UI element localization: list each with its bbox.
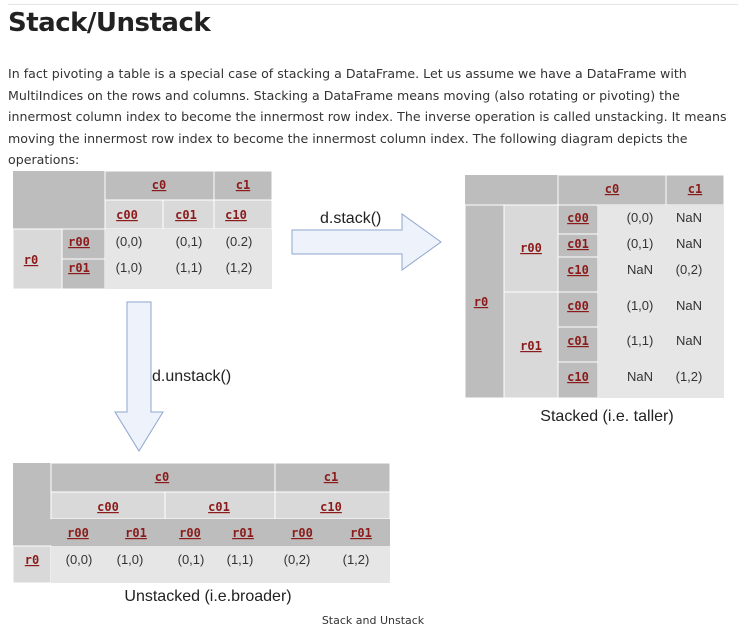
top-divider <box>8 4 738 5</box>
uns-cell: (1,0) <box>117 552 144 567</box>
uns-cell: (0,0) <box>66 552 93 567</box>
orig-cell: (0,1) <box>176 234 203 249</box>
original-table: c0 c1 c00 c01 c10 r0 r00 r01 (0,0) (0,1)… <box>12 170 273 290</box>
orig-col-c1: c1 <box>236 178 250 192</box>
orig-col-c0: c0 <box>152 178 166 192</box>
orig-col-c01: c01 <box>175 208 197 222</box>
stk-row-c10: c10 <box>567 370 589 384</box>
stack-arrow: d.stack() <box>291 210 442 271</box>
stk-row-c00: c00 <box>567 299 589 313</box>
uns-col-r01: r01 <box>125 526 147 540</box>
uns-col-c00: c00 <box>97 500 119 514</box>
uns-cell: (0,2) <box>284 552 311 567</box>
stk-cell: NaN <box>676 298 702 313</box>
stacked-caption: Stacked (i.e. taller) <box>540 408 673 425</box>
page-title: Stack/Unstack <box>8 8 211 38</box>
orig-row-r0: r0 <box>24 253 38 267</box>
stk-cell: NaN <box>676 333 702 348</box>
figure-caption: Stack and Unstack <box>321 614 425 627</box>
stk-cell: (1,1) <box>627 333 654 348</box>
orig-col-c00: c00 <box>116 208 138 222</box>
unstack-arrow: d.unstack() <box>114 301 231 452</box>
stk-cell: (0,0) <box>627 210 654 225</box>
uns-col-r00: r00 <box>67 526 89 540</box>
orig-row-r00: r00 <box>68 235 90 249</box>
stk-row-r01: r01 <box>520 339 542 353</box>
uns-col-r00: r00 <box>291 526 313 540</box>
stk-col-c0: c0 <box>605 182 619 196</box>
stk-cell: NaN <box>676 236 702 251</box>
uns-cell: (0,1) <box>178 552 205 567</box>
uns-col-c1: c1 <box>324 470 338 484</box>
orig-col-c10: c10 <box>225 208 247 222</box>
stk-cell: NaN <box>676 210 702 225</box>
orig-cell: (1,1) <box>176 260 203 275</box>
uns-col-r01: r01 <box>350 526 372 540</box>
uns-col-c01: c01 <box>208 500 230 514</box>
stk-cell: NaN <box>627 369 653 384</box>
stk-cell: (0,1) <box>627 236 654 251</box>
unstack-label: d.unstack() <box>152 368 231 385</box>
stk-row-r0: r0 <box>474 295 488 309</box>
uns-col-r00: r00 <box>179 526 201 540</box>
stk-row-r00: r00 <box>520 241 542 255</box>
stk-row-c00: c00 <box>567 211 589 225</box>
stk-cell: (1,2) <box>676 369 703 384</box>
stk-col-c1: c1 <box>688 182 702 196</box>
stacked-table: c0 c1 r0 r00 r01 c00 c01 c10 c00 c01 c10… <box>464 174 725 425</box>
orig-cell: (1,2) <box>226 260 253 275</box>
orig-cell: (0.2) <box>226 234 253 249</box>
orig-row-r01: r01 <box>68 261 90 275</box>
uns-col-c10: c10 <box>320 500 342 514</box>
orig-cell: (1,0) <box>116 260 143 275</box>
unstacked-caption: Unstacked (i.e.broader) <box>124 588 291 605</box>
stk-row-c10: c10 <box>567 263 589 277</box>
stk-cell: (0,2) <box>676 262 703 277</box>
uns-col-r01: r01 <box>232 526 254 540</box>
intro-paragraph: In fact pivoting a table is a special ca… <box>8 66 727 168</box>
uns-row-r0: r0 <box>25 553 39 567</box>
uns-col-c0: c0 <box>155 470 169 484</box>
uns-cell: (1,1) <box>227 552 254 567</box>
stack-label: d.stack() <box>320 210 381 227</box>
stk-row-c01: c01 <box>567 237 589 251</box>
uns-cell: (1,2) <box>343 552 370 567</box>
unstacked-table: c0 c1 c00 c01 c10 r00 r01 r00 r01 r00 r0… <box>12 462 391 605</box>
stk-cell: NaN <box>627 262 653 277</box>
stk-cell: (1,0) <box>627 298 654 313</box>
orig-cell: (0,0) <box>116 234 143 249</box>
stk-row-c01: c01 <box>567 334 589 348</box>
